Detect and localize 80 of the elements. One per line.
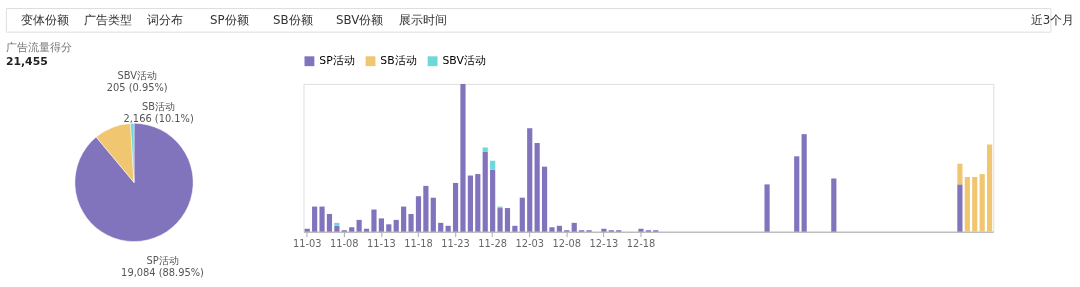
bar bbox=[408, 213, 414, 232]
bar bbox=[304, 228, 310, 232]
bar bbox=[497, 208, 503, 232]
bar bbox=[452, 182, 459, 232]
legend-label: SBV活动 bbox=[442, 54, 486, 68]
bar bbox=[430, 197, 436, 232]
x-tick-label: 11-08 bbox=[329, 237, 359, 249]
bar bbox=[386, 224, 392, 232]
bar bbox=[549, 227, 555, 232]
data-label: 2,166 (10.1%) bbox=[123, 113, 194, 125]
bar bbox=[504, 208, 511, 232]
bar bbox=[534, 143, 540, 232]
bar bbox=[482, 151, 488, 232]
bar bbox=[349, 227, 355, 232]
bar bbox=[986, 144, 993, 232]
text: 展示时间 bbox=[399, 12, 448, 27]
bar bbox=[527, 128, 533, 232]
x-tick-label: 11-23 bbox=[441, 237, 470, 249]
x-tick-label: 12-13 bbox=[589, 237, 619, 249]
bar bbox=[363, 228, 370, 232]
bar bbox=[378, 218, 384, 232]
slice-label: SP活动 bbox=[146, 255, 179, 267]
bar bbox=[601, 228, 607, 232]
bar bbox=[326, 213, 333, 232]
bar bbox=[334, 222, 340, 226]
slice-label: SB活动 bbox=[142, 101, 176, 113]
text: SB份额 bbox=[272, 12, 313, 27]
bar bbox=[541, 166, 548, 232]
bar bbox=[460, 83, 466, 232]
x-tick-label: 11-13 bbox=[367, 237, 396, 249]
bar bbox=[423, 185, 429, 232]
bar bbox=[512, 225, 518, 232]
bar bbox=[764, 184, 770, 232]
bar bbox=[972, 177, 978, 232]
bar bbox=[957, 184, 963, 232]
chart-title: 广告流量得分 bbox=[5, 41, 72, 55]
text: 近3个月 bbox=[1030, 12, 1075, 27]
bar bbox=[831, 178, 837, 232]
bar bbox=[482, 147, 488, 152]
x-tick-label: 12-03 bbox=[515, 237, 545, 249]
text: 广告类型 bbox=[83, 12, 132, 27]
bar bbox=[490, 169, 496, 232]
bar bbox=[475, 174, 481, 232]
x-tick-label: 12-18 bbox=[626, 237, 656, 249]
bar bbox=[979, 174, 985, 232]
text: SBV份额 bbox=[336, 12, 384, 27]
data-label: 205 (0.95%) bbox=[106, 81, 168, 93]
bar bbox=[794, 156, 800, 232]
bar bbox=[401, 206, 407, 232]
pie-slice bbox=[74, 123, 194, 242]
slice-label: SBV活动 bbox=[117, 70, 157, 82]
x-tick-label: 11-28 bbox=[478, 237, 507, 249]
bar bbox=[319, 206, 325, 232]
x-tick-label: 11-18 bbox=[404, 237, 433, 249]
bar bbox=[438, 222, 444, 232]
bar bbox=[334, 225, 340, 232]
legend-label: SB活动 bbox=[380, 54, 417, 68]
chart-subtitle: 21,455 bbox=[5, 55, 48, 69]
bar bbox=[467, 175, 473, 232]
bar bbox=[638, 228, 644, 232]
data-label: 19,084 (88.95%) bbox=[121, 266, 204, 278]
bar bbox=[356, 219, 362, 232]
bar bbox=[312, 206, 318, 232]
text: SP份额 bbox=[209, 12, 249, 27]
bar bbox=[519, 197, 525, 232]
legend-label: SP活动 bbox=[319, 54, 355, 68]
bar bbox=[556, 225, 562, 232]
x-tick-label: 12-08 bbox=[552, 237, 582, 249]
bar bbox=[371, 209, 377, 232]
bar bbox=[571, 222, 577, 232]
bar bbox=[957, 163, 963, 185]
bar bbox=[964, 177, 970, 232]
bar bbox=[445, 225, 451, 232]
bar bbox=[393, 219, 399, 232]
bar bbox=[415, 196, 422, 232]
bar bbox=[490, 160, 496, 170]
bar bbox=[801, 134, 807, 232]
text: 变体份额 bbox=[20, 12, 69, 27]
x-tick-label: 11-03 bbox=[292, 237, 322, 249]
text: 词分布 bbox=[146, 12, 183, 27]
